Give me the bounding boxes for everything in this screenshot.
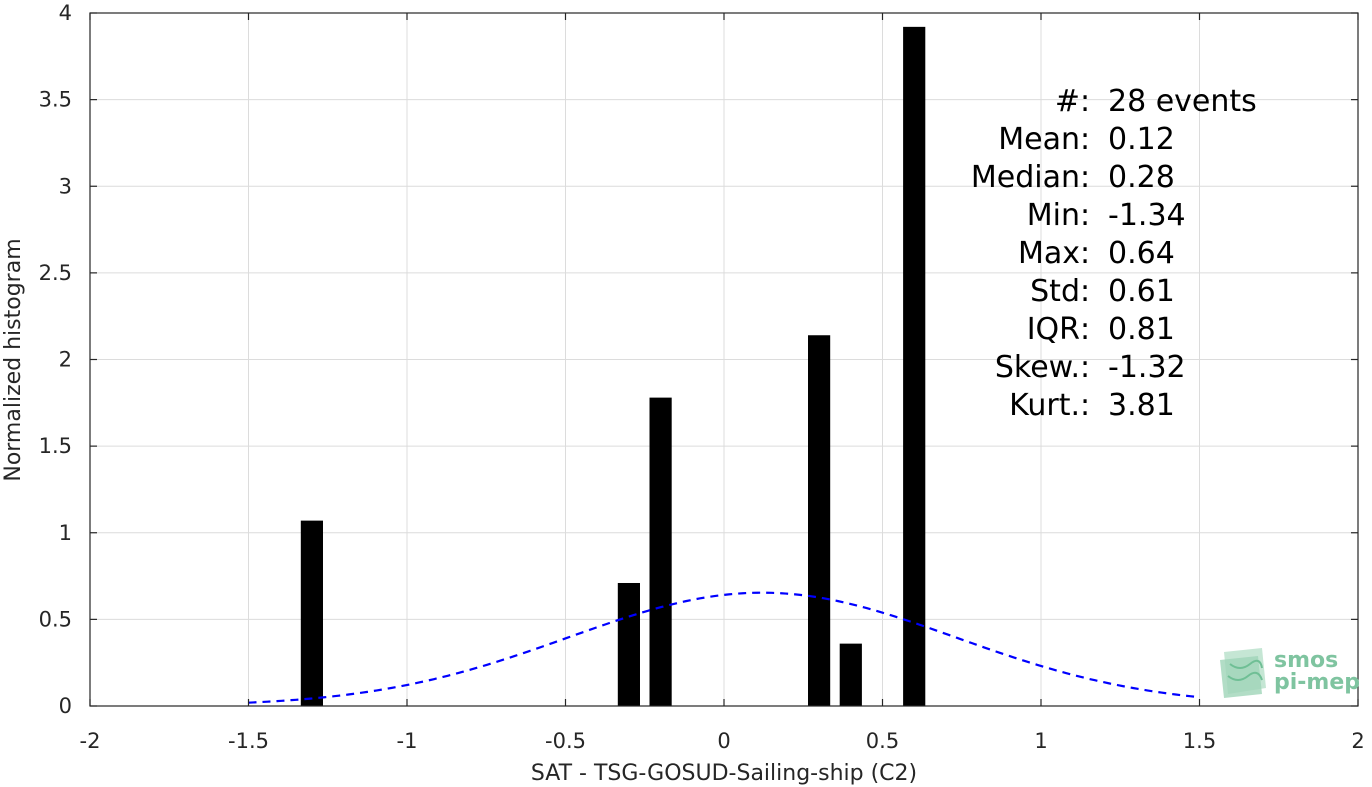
x-tick-label: 0 [717, 729, 730, 753]
stat-value: 0.12 [1108, 122, 1175, 157]
y-tick-label: 2.5 [39, 261, 72, 285]
stat-separator: : [1080, 160, 1090, 195]
stats-box: # : 28 events Mean : 0.12 Median : 0.28 Min… [971, 84, 1257, 423]
x-tick-label: -0.5 [545, 729, 586, 753]
histogram-bar [808, 335, 831, 706]
axis-ticks: -2 -1.5 -1 -0.5 0 0.5 1 1.5 2 0 0.5 1 1.5 2 2.5 3 3.5 4 [39, 1, 1365, 753]
histogram-bar [300, 520, 323, 706]
histogram-bar [903, 26, 926, 707]
y-tick-label: 0 [59, 694, 72, 718]
stat-label: Std [1030, 274, 1080, 309]
y-tick-label: 1.5 [39, 434, 72, 458]
x-tick-label: 1 [1034, 729, 1047, 753]
stat-value: -1.32 [1108, 350, 1186, 385]
stat-separator: : [1080, 122, 1090, 157]
stat-value: 0.64 [1108, 236, 1175, 271]
y-axis-label: Normalized histogram [1, 238, 26, 481]
logo-icon [1220, 648, 1266, 698]
x-tick-label: 1.5 [1183, 729, 1216, 753]
logo-line2: pi-mep [1274, 670, 1360, 695]
x-tick-label: 0.5 [866, 729, 899, 753]
y-tick-label: 2 [59, 348, 72, 372]
stat-separator: : [1080, 274, 1090, 309]
x-tick-label: -1 [397, 729, 418, 753]
stat-separator: : [1080, 236, 1090, 271]
stat-label: IQR [1027, 312, 1080, 347]
x-tick-label: 2 [1351, 729, 1364, 753]
stat-label: Kurt. [1009, 388, 1080, 423]
x-tick-label: -2 [80, 729, 101, 753]
y-tick-label: 3.5 [39, 88, 72, 112]
y-tick-label: 3 [59, 174, 72, 198]
smos-pi-mep-logo: smos pi-mep [1220, 648, 1360, 698]
y-tick-label: 0.5 [39, 607, 72, 631]
stat-label: Skew. [995, 350, 1080, 385]
histogram-bar [649, 397, 672, 706]
stat-label: Max [1018, 236, 1080, 271]
stat-separator: : [1080, 312, 1090, 347]
stat-value: -1.34 [1108, 198, 1186, 233]
stat-value: 0.61 [1108, 274, 1175, 309]
fit-curve [248, 591, 1200, 704]
logo-line1: smos [1274, 648, 1338, 673]
stat-label: Mean [998, 122, 1080, 157]
stat-value: 0.81 [1108, 312, 1175, 347]
stat-separator: : [1080, 198, 1090, 233]
histogram-bar [839, 643, 862, 706]
stat-label: # [1055, 84, 1080, 119]
x-axis-label: SAT - TSG-GOSUD-Sailing-ship (C2) [531, 761, 917, 786]
histogram-bar [617, 582, 640, 706]
stat-separator: : [1080, 388, 1090, 423]
stat-label: Median [971, 160, 1080, 195]
stat-separator: : [1080, 84, 1090, 119]
bars [300, 26, 926, 707]
x-tick-label: -1.5 [228, 729, 269, 753]
stat-value: 0.28 [1108, 160, 1175, 195]
stat-label: Min [1027, 198, 1080, 233]
stat-value: 28 events [1108, 84, 1257, 119]
stat-separator: : [1080, 350, 1090, 385]
y-tick-label: 1 [59, 521, 72, 545]
stat-value: 3.81 [1108, 388, 1175, 423]
y-tick-label: 4 [59, 1, 72, 25]
